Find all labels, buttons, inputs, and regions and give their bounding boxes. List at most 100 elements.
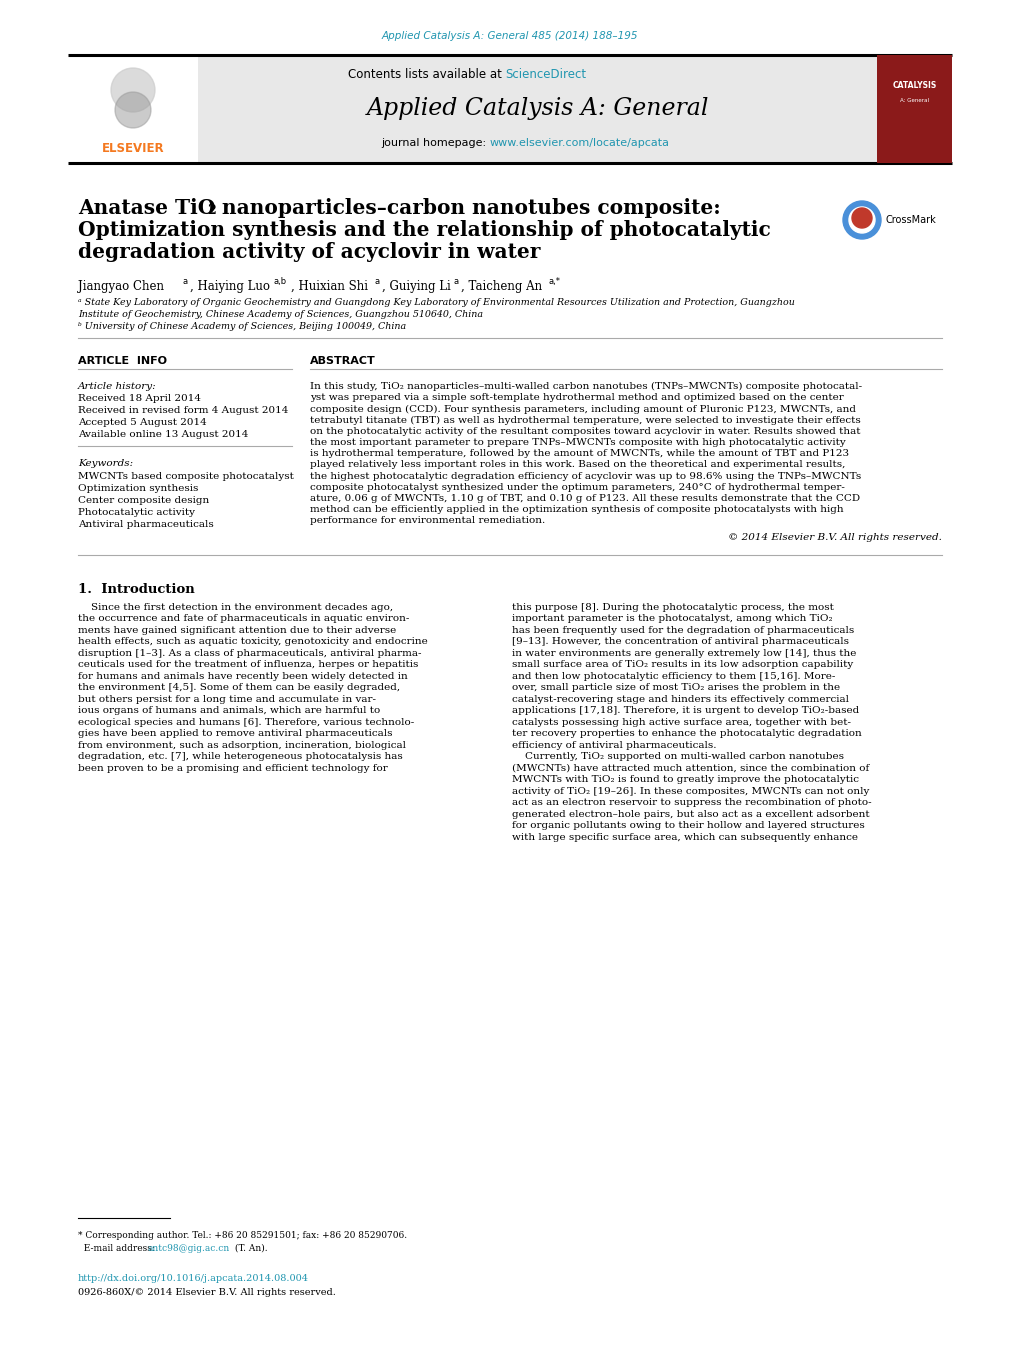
Circle shape	[848, 207, 874, 232]
Text: the occurrence and fate of pharmaceuticals in aquatic environ-: the occurrence and fate of pharmaceutica…	[77, 615, 409, 623]
Text: CrossMark: CrossMark	[886, 215, 935, 226]
Text: small surface area of TiO₂ results in its low adsorption capability: small surface area of TiO₂ results in it…	[512, 661, 853, 669]
Text: applications [17,18]. Therefore, it is urgent to develop TiO₂-based: applications [17,18]. Therefore, it is u…	[512, 707, 858, 715]
Text: antc98@gig.ac.cn: antc98@gig.ac.cn	[148, 1244, 230, 1252]
Text: in water environments are generally extremely low [14], thus the: in water environments are generally extr…	[512, 648, 856, 658]
Text: ᵇ University of Chinese Academy of Sciences, Beijing 100049, China: ᵇ University of Chinese Academy of Scien…	[77, 322, 406, 331]
Text: , Guiying Li: , Guiying Li	[382, 280, 450, 293]
Text: degradation, etc. [7], while heterogeneous photocatalysis has: degradation, etc. [7], while heterogeneo…	[77, 753, 403, 761]
Text: Accepted 5 August 2014: Accepted 5 August 2014	[77, 417, 207, 427]
Text: Received 18 April 2014: Received 18 April 2014	[77, 394, 201, 403]
Text: , Haiying Luo: , Haiying Luo	[190, 280, 270, 293]
Text: ature, 0.06 g of MWCNTs, 1.10 g of TBT, and 0.10 g of P123. All these results de: ature, 0.06 g of MWCNTs, 1.10 g of TBT, …	[310, 494, 859, 503]
Circle shape	[111, 68, 155, 112]
Text: CATALYSIS: CATALYSIS	[892, 81, 935, 89]
Text: with large specific surface area, which can subsequently enhance: with large specific surface area, which …	[512, 832, 857, 842]
Text: a: a	[375, 277, 380, 286]
Text: the environment [4,5]. Some of them can be easily degraded,: the environment [4,5]. Some of them can …	[77, 684, 399, 692]
Text: the most important parameter to prepare TNPs–MWCNTs composite with high photocat: the most important parameter to prepare …	[310, 438, 845, 447]
Text: is hydrothermal temperature, followed by the amount of MWCNTs, while the amount : is hydrothermal temperature, followed by…	[310, 449, 848, 458]
Bar	[68, 55, 198, 163]
Text: been proven to be a promising and efficient technology for: been proven to be a promising and effici…	[77, 763, 387, 773]
Text: 0926-860X/© 2014 Elsevier B.V. All rights reserved.: 0926-860X/© 2014 Elsevier B.V. All right…	[77, 1288, 335, 1297]
Circle shape	[115, 92, 151, 128]
Text: MWCNTs with TiO₂ is found to greatly improve the photocatalytic: MWCNTs with TiO₂ is found to greatly imp…	[512, 775, 858, 784]
Text: from environment, such as adsorption, incineration, biological: from environment, such as adsorption, in…	[77, 740, 406, 750]
Text: the highest photocatalytic degradation efficiency of acyclovir was up to 98.6% u: the highest photocatalytic degradation e…	[310, 471, 860, 481]
Text: but others persist for a long time and accumulate in var-: but others persist for a long time and a…	[77, 694, 376, 704]
Text: ScienceDirect: ScienceDirect	[505, 68, 586, 81]
Text: E-mail address:: E-mail address:	[77, 1244, 158, 1252]
Text: Center composite design: Center composite design	[77, 496, 209, 505]
Text: for humans and animals have recently been widely detected in: for humans and animals have recently bee…	[77, 671, 408, 681]
Text: Received in revised form 4 August 2014: Received in revised form 4 August 2014	[77, 407, 288, 415]
Text: played relatively less important roles in this work. Based on the theoretical an: played relatively less important roles i…	[310, 461, 845, 469]
Text: Anatase TiO: Anatase TiO	[77, 199, 215, 218]
Text: activity of TiO₂ [19–26]. In these composites, MWCNTs can not only: activity of TiO₂ [19–26]. In these compo…	[512, 786, 868, 796]
Text: ious organs of humans and animals, which are harmful to: ious organs of humans and animals, which…	[77, 707, 380, 715]
Text: yst was prepared via a simple soft-template hydrothermal method and optimized ba: yst was prepared via a simple soft-templ…	[310, 393, 843, 403]
Text: (T. An).: (T. An).	[231, 1244, 267, 1252]
Text: © 2014 Elsevier B.V. All rights reserved.: © 2014 Elsevier B.V. All rights reserved…	[728, 532, 942, 542]
Text: has been frequently used for the degradation of pharmaceuticals: has been frequently used for the degrada…	[512, 626, 854, 635]
Text: degradation activity of acyclovir in water: degradation activity of acyclovir in wat…	[77, 242, 540, 262]
Text: MWCNTs based composite photocatalyst: MWCNTs based composite photocatalyst	[77, 471, 293, 481]
Text: a,*: a,*	[548, 277, 560, 286]
Bar	[198, 55, 876, 163]
Text: (MWCNTs) have attracted much attention, since the combination of: (MWCNTs) have attracted much attention, …	[512, 763, 868, 773]
Text: Since the first detection in the environment decades ago,: Since the first detection in the environ…	[77, 603, 392, 612]
Circle shape	[842, 201, 880, 239]
Text: health effects, such as aquatic toxicity, genotoxicity and endocrine: health effects, such as aquatic toxicity…	[77, 638, 427, 646]
Text: A: General: A: General	[899, 97, 928, 103]
Text: Applied Catalysis A: General: Applied Catalysis A: General	[366, 96, 708, 119]
Text: ments have gained significant attention due to their adverse: ments have gained significant attention …	[77, 626, 395, 635]
Text: composite design (CCD). Four synthesis parameters, including amount of Pluronic : composite design (CCD). Four synthesis p…	[310, 404, 855, 413]
Text: method can be efficiently applied in the optimization synthesis of composite pho: method can be efficiently applied in the…	[310, 505, 843, 515]
Text: Applied Catalysis A: General 485 (2014) 188–195: Applied Catalysis A: General 485 (2014) …	[381, 31, 638, 41]
Text: Antiviral pharmaceuticals: Antiviral pharmaceuticals	[77, 520, 214, 530]
Text: tetrabutyl titanate (TBT) as well as hydrothermal temperature, were selected to : tetrabutyl titanate (TBT) as well as hyd…	[310, 416, 860, 424]
Text: 1.  Introduction: 1. Introduction	[77, 582, 195, 596]
Text: Jiangyao Chen: Jiangyao Chen	[77, 280, 164, 293]
Text: Institute of Geochemistry, Chinese Academy of Sciences, Guangzhou 510640, China: Institute of Geochemistry, Chinese Acade…	[77, 309, 483, 319]
Text: a,b: a,b	[274, 277, 286, 286]
Text: Optimization synthesis: Optimization synthesis	[77, 484, 198, 493]
Text: , Huixian Shi: , Huixian Shi	[290, 280, 368, 293]
Text: Available online 13 August 2014: Available online 13 August 2014	[77, 430, 249, 439]
Text: Photocatalytic activity: Photocatalytic activity	[77, 508, 195, 517]
Text: this purpose [8]. During the photocatalytic process, the most: this purpose [8]. During the photocataly…	[512, 603, 834, 612]
Text: Contents lists available at: Contents lists available at	[347, 68, 505, 81]
Text: catalyst-recovering stage and hinders its effectively commercial: catalyst-recovering stage and hinders it…	[512, 694, 848, 704]
Text: ter recovery properties to enhance the photocatalytic degradation: ter recovery properties to enhance the p…	[512, 730, 861, 738]
Text: catalysts possessing high active surface area, together with bet-: catalysts possessing high active surface…	[512, 717, 850, 727]
Text: ᵃ State Key Laboratory of Organic Geochemistry and Guangdong Key Laboratory of E: ᵃ State Key Laboratory of Organic Geoche…	[77, 299, 794, 307]
Text: [9–13]. However, the concentration of antiviral pharmaceuticals: [9–13]. However, the concentration of an…	[512, 638, 848, 646]
Text: Optimization synthesis and the relationship of photocatalytic: Optimization synthesis and the relations…	[77, 220, 770, 240]
Bar	[876, 55, 951, 163]
Text: http://dx.doi.org/10.1016/j.apcata.2014.08.004: http://dx.doi.org/10.1016/j.apcata.2014.…	[77, 1274, 309, 1283]
Text: Keywords:: Keywords:	[77, 459, 133, 467]
Text: ARTICLE  INFO: ARTICLE INFO	[77, 357, 167, 366]
Text: a: a	[453, 277, 459, 286]
Text: ELSEVIER: ELSEVIER	[102, 142, 164, 154]
Text: ecological species and humans [6]. Therefore, various technolo-: ecological species and humans [6]. There…	[77, 717, 414, 727]
Circle shape	[851, 208, 871, 228]
Text: * Corresponding author. Tel.: +86 20 85291501; fax: +86 20 85290706.: * Corresponding author. Tel.: +86 20 852…	[77, 1231, 407, 1240]
Text: important parameter is the photocatalyst, among which TiO₂: important parameter is the photocatalyst…	[512, 615, 832, 623]
Text: www.elsevier.com/locate/apcata: www.elsevier.com/locate/apcata	[489, 138, 668, 149]
Text: ABSTRACT: ABSTRACT	[310, 357, 375, 366]
Text: performance for environmental remediation.: performance for environmental remediatio…	[310, 516, 545, 526]
Text: a: a	[182, 277, 187, 286]
Text: for organic pollutants owing to their hollow and layered structures: for organic pollutants owing to their ho…	[512, 821, 864, 830]
Text: Currently, TiO₂ supported on multi-walled carbon nanotubes: Currently, TiO₂ supported on multi-walle…	[512, 753, 843, 761]
Text: gies have been applied to remove antiviral pharmaceuticals: gies have been applied to remove antivir…	[77, 730, 392, 738]
Text: disruption [1–3]. As a class of pharmaceuticals, antiviral pharma-: disruption [1–3]. As a class of pharmace…	[77, 648, 421, 658]
Text: , Taicheng An: , Taicheng An	[461, 280, 541, 293]
Text: journal homepage:: journal homepage:	[380, 138, 489, 149]
Text: composite photocatalyst synthesized under the optimum parameters, 240°C of hydro: composite photocatalyst synthesized unde…	[310, 482, 844, 492]
Text: ceuticals used for the treatment of influenza, herpes or hepatitis: ceuticals used for the treatment of infl…	[77, 661, 418, 669]
Text: 2: 2	[207, 204, 216, 218]
Text: over, small particle size of most TiO₂ arises the problem in the: over, small particle size of most TiO₂ a…	[512, 684, 840, 692]
Text: In this study, TiO₂ nanoparticles–multi-walled carbon nanotubes (TNPs–MWCNTs) co: In this study, TiO₂ nanoparticles–multi-…	[310, 382, 861, 392]
Text: and then low photocatalytic efficiency to them [15,16]. More-: and then low photocatalytic efficiency t…	[512, 671, 835, 681]
